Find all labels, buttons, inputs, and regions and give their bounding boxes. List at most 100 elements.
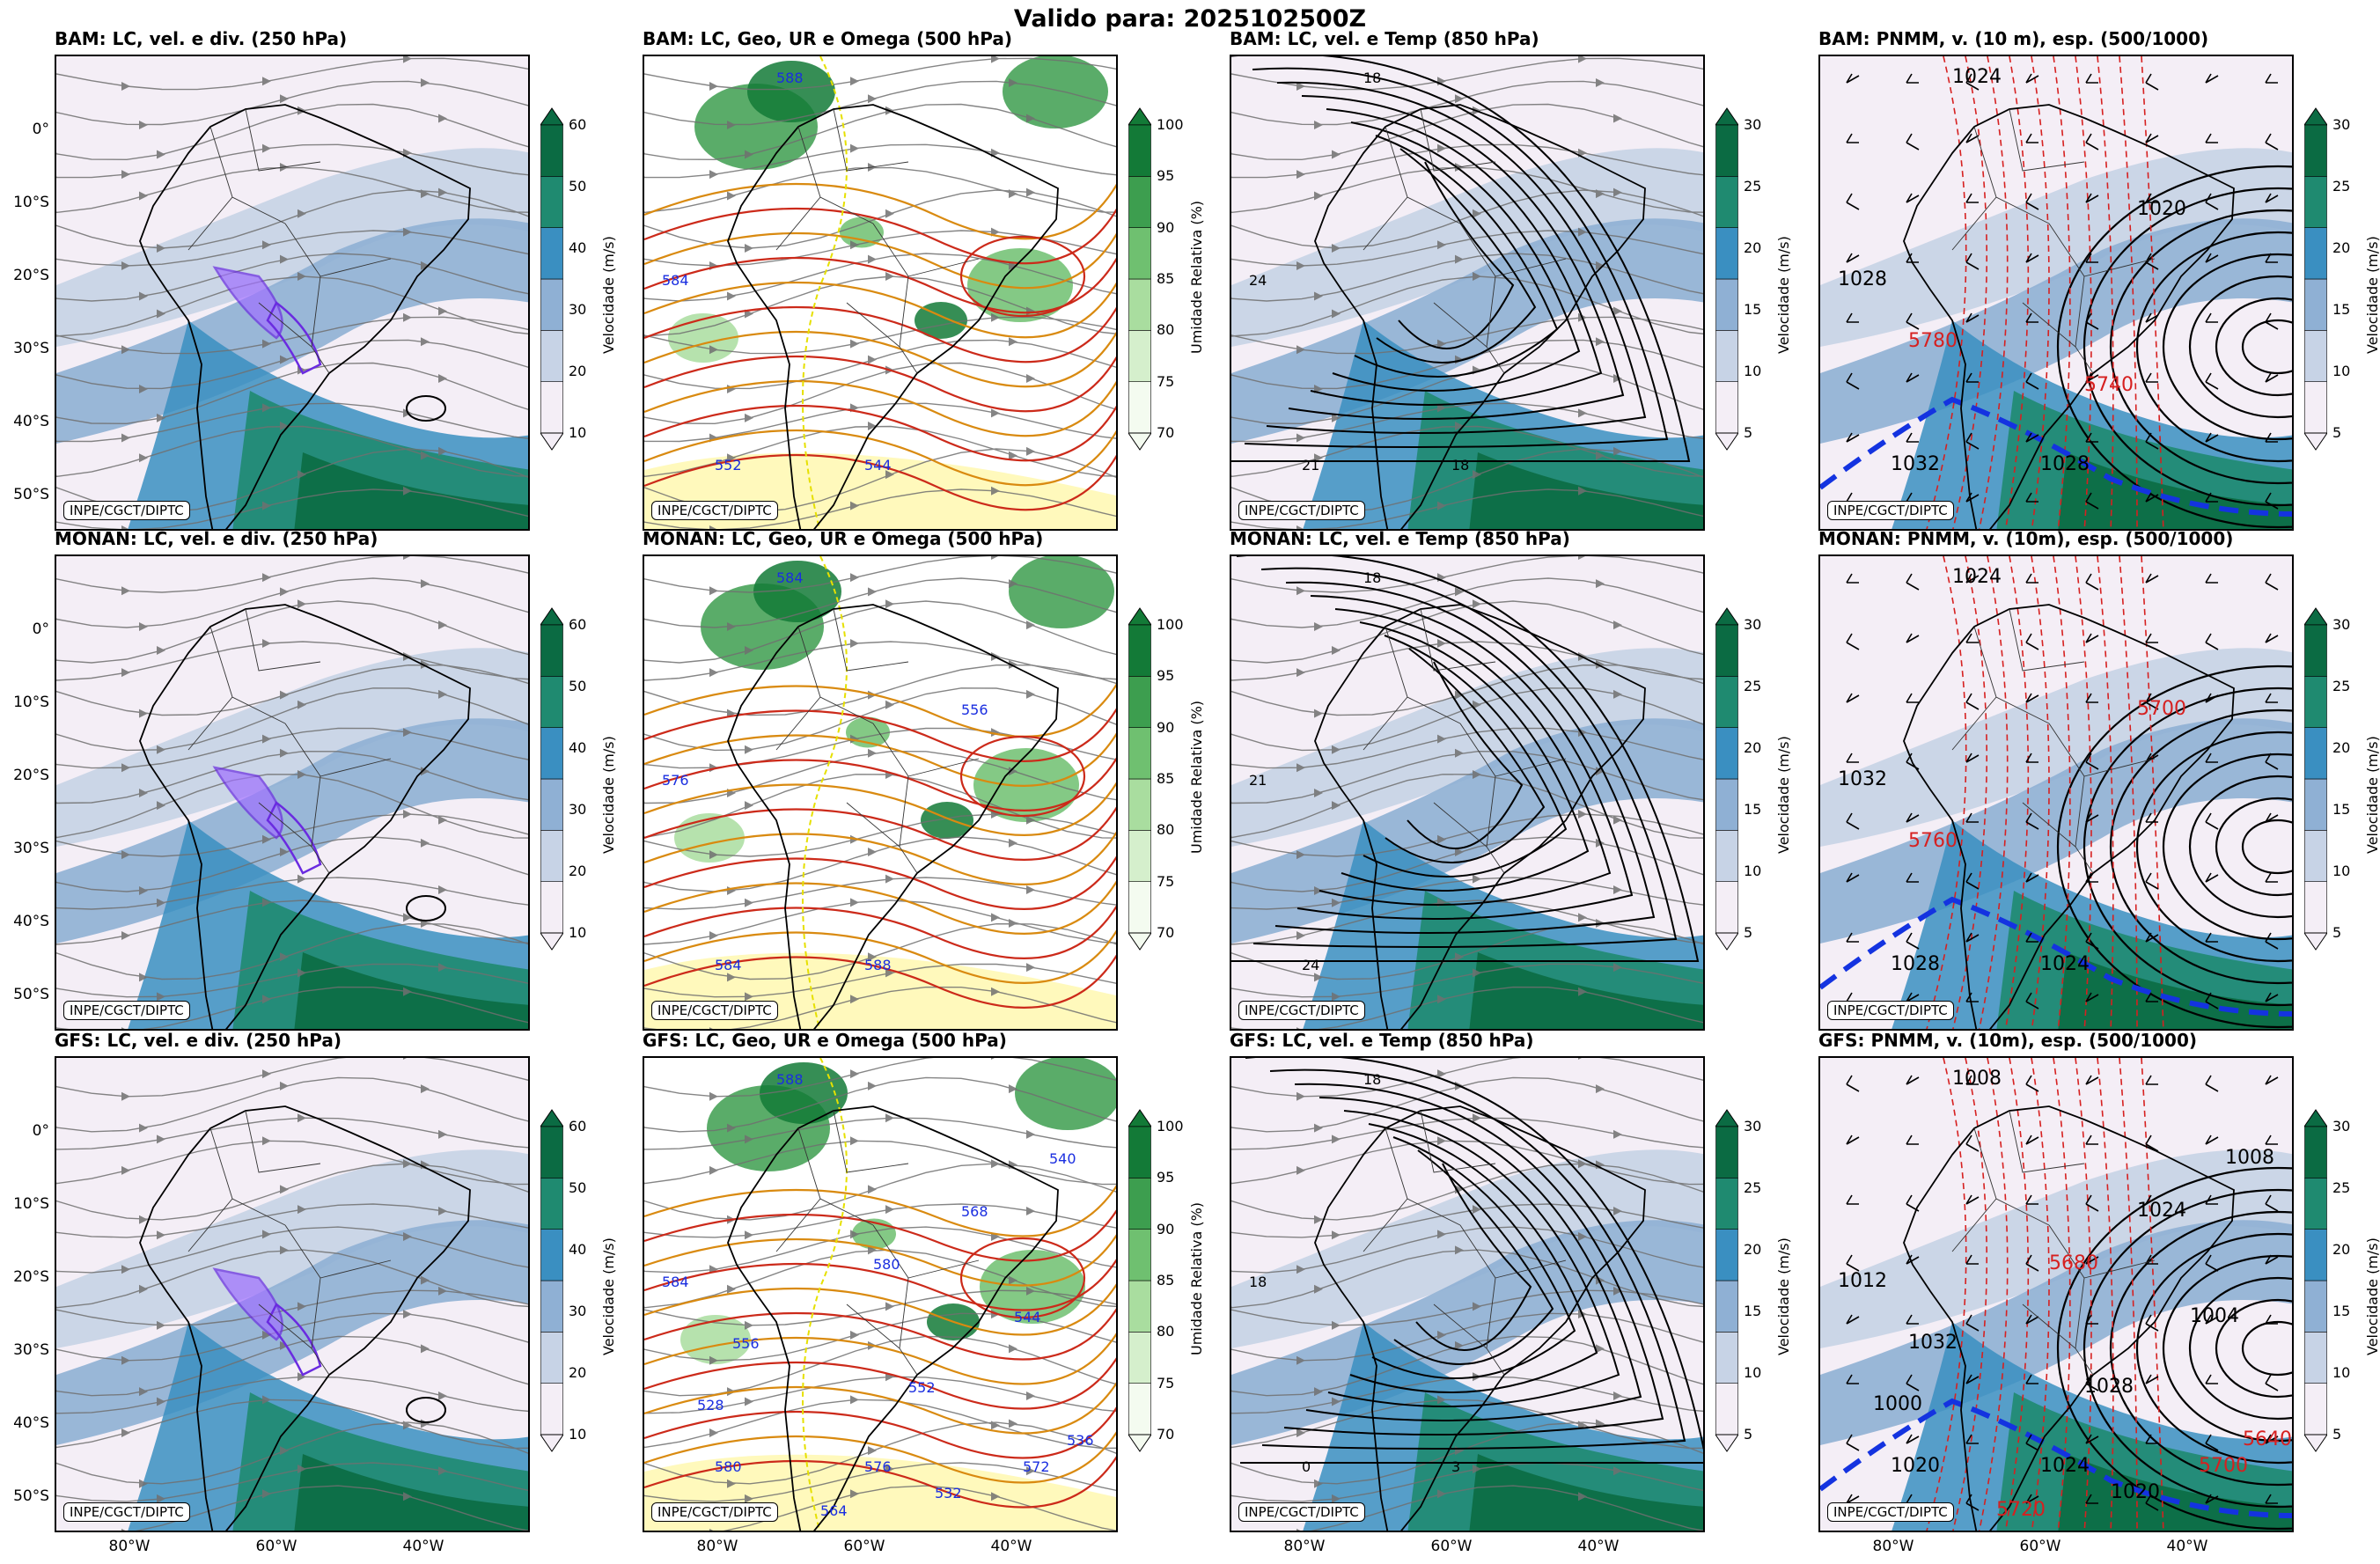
contour-label: 1012 (1838, 1270, 1887, 1292)
colorbar-tick: 40 (569, 739, 587, 756)
colorbar-tick: 20 (2332, 239, 2351, 256)
contour-label: 1020 (2111, 1481, 2160, 1503)
lat-tick-label: 0° (32, 620, 49, 638)
colorbar-tick: 10 (569, 424, 587, 441)
colorbar-scale (2303, 1109, 2328, 1452)
colorbar-tick: 50 (569, 1179, 587, 1196)
contour-label: 536 (1067, 1432, 1094, 1449)
map-panel[interactable]: 588 584 580 576 568 556 552 544 540 528 532 564 572 5… (643, 1056, 1118, 1532)
colorbar (540, 607, 564, 951)
contour-label: 1000 (1873, 1393, 1922, 1415)
colorbar-scale (540, 1109, 564, 1452)
panel-title: MONAN: LC, Geo, UR e Omega (500 hPa) (643, 528, 1044, 549)
colorbar-label: Umidade Relativa (%) (1188, 1201, 1205, 1355)
colorbar-tick: 75 (1157, 372, 1175, 390)
credit-label: INPE/CGCT/DIPTC (1827, 1502, 1954, 1522)
contour-label: 584 (715, 957, 742, 973)
contour-label: 588 (864, 957, 892, 973)
colorbar-tick: 85 (1157, 270, 1175, 287)
map-panel[interactable]: 18 21 24 INPE/CGCT/DIPTC (1230, 554, 1705, 1031)
colorbar-tick: 20 (1744, 1241, 1762, 1258)
contour-label: 5780 (1908, 330, 1958, 352)
colorbar-tick: 25 (2332, 678, 2351, 694)
contour-label: 24 (1302, 957, 1319, 973)
colorbar-scale (1128, 1109, 1152, 1452)
lon-tick-label: 40°W (990, 1538, 1032, 1555)
colorbar-tick: 10 (569, 924, 587, 941)
credit-label: INPE/CGCT/DIPTC (651, 1502, 778, 1522)
contour-label: 544 (1014, 1309, 1041, 1325)
colorbar-tick: 95 (1157, 1169, 1175, 1186)
colorbar-label: Umidade Relativa (%) (1188, 700, 1205, 854)
map-panel[interactable]: 1008 1012 1020 1024 1024 1032 1028 1004 1008 1000… (1818, 1056, 2294, 1532)
contour-label: 1008 (2225, 1147, 2274, 1169)
contour-label: 576 (864, 1458, 892, 1475)
colorbar-tick: 95 (1157, 667, 1175, 685)
map-canvas: 1024 1028 1032 1028 1020 5780 5740 (1820, 56, 2292, 529)
map-canvas: 1024 1032 1028 1024 5700 5760 (1820, 556, 2292, 1029)
map-panel[interactable]: INPE/CGCT/DIPTC (55, 55, 530, 531)
colorbar-scale (540, 107, 564, 451)
colorbar-tick: 85 (1157, 1272, 1175, 1289)
colorbar-scale (1715, 107, 1739, 451)
map-panel[interactable]: 588 584 552 544 INPE/CGCT/DIPTC (643, 55, 1118, 531)
colorbar-label: Velocidade (m/s) (600, 1237, 617, 1355)
colorbar (2303, 1109, 2328, 1452)
credit-label: INPE/CGCT/DIPTC (651, 1001, 778, 1020)
credit-label: INPE/CGCT/DIPTC (63, 501, 190, 520)
colorbar-tick: 15 (1744, 801, 1762, 818)
colorbar-tick: 60 (569, 1118, 587, 1134)
contour-label: 21 (1302, 457, 1319, 474)
map-panel[interactable]: 1024 1032 1028 1024 5700 5760 INPE/CGCT/DIPTC (1818, 554, 2294, 1031)
map-panel[interactable]: 1024 1028 1032 1028 1020 5780 5740 INPE/CGCT/DI… (1818, 55, 2294, 531)
contour-label: 1032 (1891, 453, 1940, 475)
figure-title: Valido para: 2025102500Z (1013, 5, 1367, 33)
map-panel[interactable]: 18 18 0 3 INPE/CGCT/DIPTC (1230, 1056, 1705, 1532)
map-canvas (56, 56, 528, 529)
colorbar-tick: 5 (2332, 924, 2342, 941)
contour-label: 18 (1363, 569, 1381, 586)
contour-label: 5680 (2049, 1252, 2098, 1274)
contour-label: 576 (662, 772, 689, 789)
colorbar (1128, 607, 1152, 951)
map-panel[interactable]: 584 576 584 588 556 INPE/CGCT/DIPTC (643, 554, 1118, 1031)
colorbar-tick: 70 (1157, 1426, 1175, 1443)
lon-tick-label: 80°W (696, 1538, 738, 1555)
colorbar-tick: 40 (569, 239, 587, 256)
panel-title: MONAN: PNMM, v. (10m), esp. (500/1000) (1818, 528, 2234, 549)
colorbar-tick: 60 (569, 116, 587, 133)
lat-tick-label: 40°S (13, 1414, 49, 1432)
map-panel[interactable]: 18 24 21 18 INPE/CGCT/DIPTC (1230, 55, 1705, 531)
credit-label: INPE/CGCT/DIPTC (63, 1502, 190, 1522)
colorbar-label: Velocidade (m/s) (2364, 236, 2380, 354)
colorbar-scale (1715, 607, 1739, 951)
map-canvas: 1008 1012 1020 1024 1024 1032 1028 1004 1008 1000… (1820, 1058, 2292, 1531)
map-canvas: 18 18 0 3 (1231, 1058, 1703, 1531)
colorbar-tick: 25 (2332, 178, 2351, 195)
colorbar-label: Velocidade (m/s) (2364, 1237, 2380, 1355)
colorbar-tick: 60 (569, 616, 587, 633)
contour-label: 3 (1451, 1458, 1460, 1475)
colorbar-tick: 95 (1157, 167, 1175, 185)
colorbar-tick: 30 (2332, 1118, 2351, 1134)
contour-label: 18 (1451, 457, 1469, 474)
map-panel[interactable]: INPE/CGCT/DIPTC (55, 1056, 530, 1532)
colorbar (2303, 107, 2328, 451)
colorbar-tick: 90 (1157, 1220, 1175, 1237)
colorbar-scale (1128, 107, 1152, 451)
contour-label: 588 (776, 70, 804, 86)
map-panel[interactable]: INPE/CGCT/DIPTC (55, 554, 530, 1031)
colorbar-tick: 10 (2332, 863, 2351, 879)
colorbar-tick: 85 (1157, 770, 1175, 787)
lon-tick-label: 80°W (1872, 1538, 1914, 1555)
colorbar-tick: 70 (1157, 924, 1175, 941)
contour-label: 556 (961, 701, 988, 718)
panel-title: MONAN: LC, vel. e div. (250 hPa) (55, 528, 378, 549)
contour-label: 5640 (2243, 1428, 2292, 1450)
colorbar-tick: 25 (1744, 178, 1762, 195)
contour-label: 1032 (1908, 1332, 1958, 1354)
contour-label: 584 (662, 1274, 689, 1290)
colorbar-tick: 15 (1744, 1303, 1762, 1319)
lat-tick-label: 20°S (13, 767, 49, 784)
colorbar-tick: 30 (569, 301, 587, 318)
